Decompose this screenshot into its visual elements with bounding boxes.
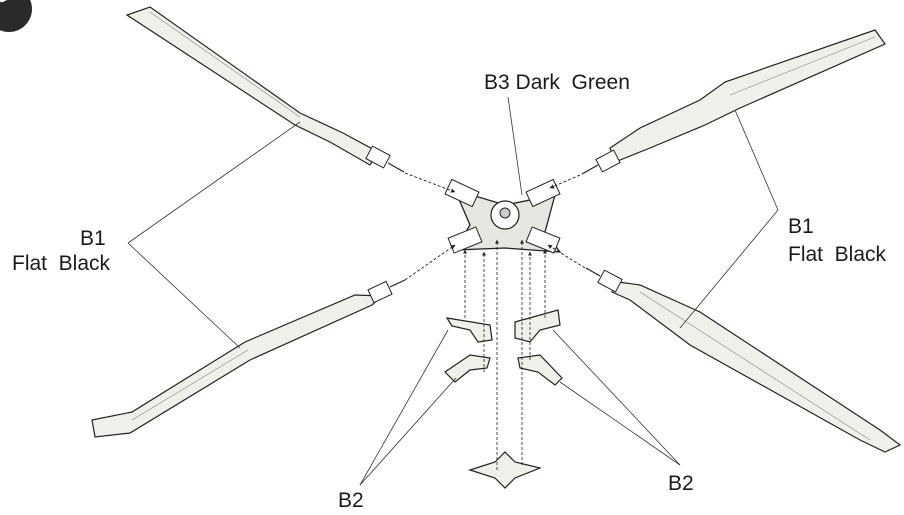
page-corner-badge: ✒ — [0, 0, 32, 32]
blade-grip-lower-left — [444, 354, 491, 383]
blade-grip-lower-right — [517, 354, 563, 386]
blade-grip-upper-left — [445, 317, 493, 343]
callout-leaders — [127, 96, 779, 486]
rotor-blade-upper-right — [581, 29, 886, 175]
left-grip-part-code: B2 — [338, 489, 364, 512]
hub-callout-label: B3 Dark Green — [484, 72, 630, 93]
left-blade-color-name: Flat Black — [12, 252, 111, 275]
assembly-arrows — [404, 172, 586, 281]
blade-grip-upper-right — [514, 309, 561, 343]
hub-color-name: Dark Green — [515, 71, 630, 94]
swashplate-mount — [468, 451, 542, 489]
rotor-blade-upper-left — [125, 6, 405, 173]
rotor-hub — [444, 178, 562, 254]
left-blade-part-code: B1 — [80, 227, 106, 250]
right-blade-color-name: Flat Black — [788, 243, 887, 266]
rotor-blade-lower-left — [91, 279, 406, 438]
rotor-blade-lower-right — [585, 267, 902, 453]
right-grip-part-code: B2 — [668, 472, 694, 495]
hub-part-code: B3 — [484, 71, 510, 94]
circled-number-icon: ✒ — [0, 0, 10, 11]
insertion-guides — [463, 239, 547, 470]
right-blade-part-code: B1 — [788, 215, 814, 238]
